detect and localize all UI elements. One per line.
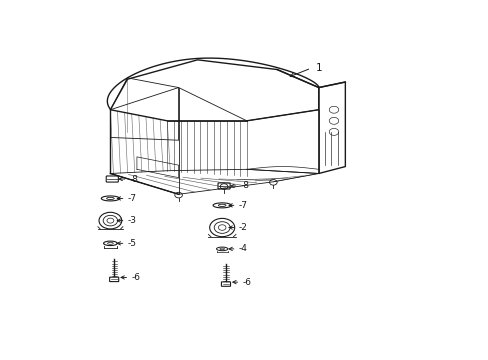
Text: -4: -4 bbox=[238, 244, 247, 253]
Text: -5: -5 bbox=[127, 239, 137, 248]
Text: -6: -6 bbox=[242, 278, 251, 287]
Text: -3: -3 bbox=[127, 216, 137, 225]
Text: -7: -7 bbox=[127, 194, 137, 203]
Text: -8: -8 bbox=[240, 181, 249, 190]
Text: -8: -8 bbox=[129, 175, 139, 184]
Text: -7: -7 bbox=[238, 201, 247, 210]
Text: 1: 1 bbox=[316, 63, 322, 73]
Text: -6: -6 bbox=[131, 273, 141, 282]
Text: -2: -2 bbox=[238, 223, 247, 232]
